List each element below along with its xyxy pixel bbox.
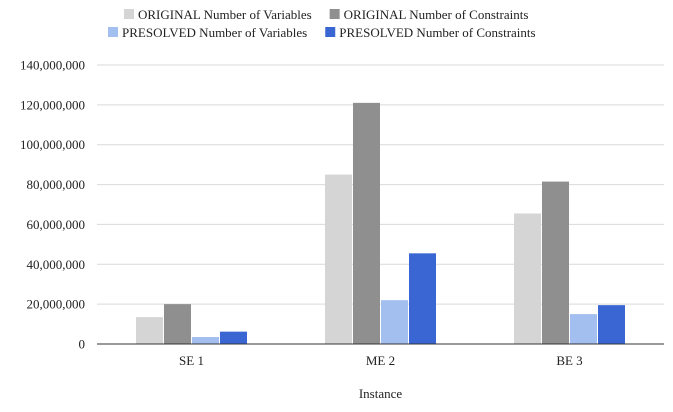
- bar-be-3-series-2: [542, 181, 569, 344]
- y-tick-label: 140,000,000: [20, 58, 85, 73]
- legend-swatch: [325, 27, 336, 37]
- y-tick-label: 120,000,000: [20, 97, 85, 112]
- x-tick-label: BE 3: [556, 353, 582, 368]
- bar-se-1-series-2: [164, 304, 191, 344]
- y-axis-ticks: 0 20,000,000 40,000,000 60,000,000 80,000,00…: [20, 58, 85, 352]
- legend-label: ORIGINAL Number of Variables: [138, 7, 312, 22]
- bar-me-2-series-3: [381, 300, 408, 344]
- y-tick-label: 0: [79, 337, 86, 352]
- x-axis-ticks: SE 1 ME 2 BE 3: [179, 353, 583, 368]
- legend-label: PRESOLVED Number of Variables: [122, 25, 307, 40]
- legend: ORIGINAL Number of Variables ORIGINAL Num…: [108, 7, 536, 40]
- legend-label: ORIGINAL Number of Constraints: [344, 7, 529, 22]
- x-tick-label: ME 2: [366, 353, 395, 368]
- y-tick-label: 40,000,000: [27, 257, 86, 272]
- x-tick-label: SE 1: [179, 353, 204, 368]
- y-tick-label: 100,000,000: [20, 137, 85, 152]
- bar-se-1-series-3: [192, 337, 219, 344]
- legend-swatch: [329, 9, 340, 19]
- bars: [136, 102, 625, 344]
- x-axis-title: Instance: [359, 386, 403, 401]
- gridlines: [97, 64, 664, 305]
- bar-se-1-series-1: [136, 317, 163, 344]
- bar-me-2-series-2: [353, 102, 380, 344]
- bar-me-2-series-1: [325, 174, 352, 344]
- legend-label: PRESOLVED Number of Constraints: [339, 25, 535, 40]
- bar-be-3-series-1: [514, 213, 541, 344]
- legend-swatch: [124, 9, 134, 19]
- y-tick-label: 20,000,000: [27, 297, 86, 312]
- bar-se-1-series-4: [220, 331, 247, 344]
- y-tick-label: 80,000,000: [27, 177, 86, 192]
- y-tick-label: 60,000,000: [27, 217, 86, 232]
- bar-be-3-series-3: [570, 314, 597, 344]
- bar-be-3-series-4: [598, 305, 625, 344]
- legend-swatch: [108, 27, 118, 37]
- bar-me-2-series-4: [409, 253, 436, 344]
